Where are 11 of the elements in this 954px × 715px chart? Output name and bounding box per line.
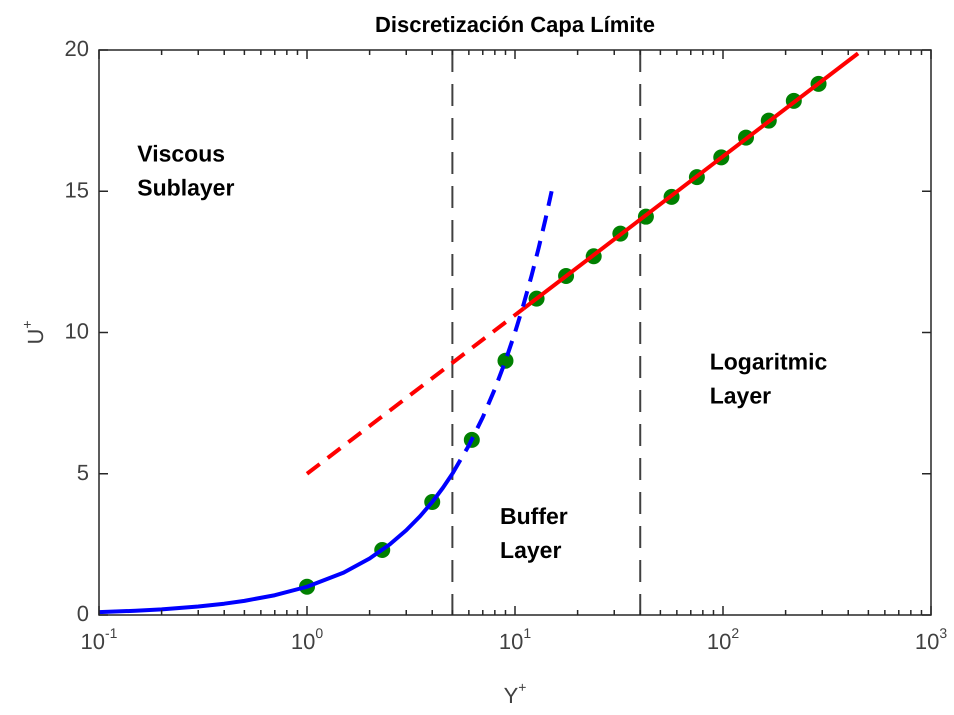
y-tick-label: 5 [76, 460, 90, 485]
annotation: Buffer Layer [500, 503, 568, 564]
y-tick-label: 20 [64, 36, 90, 62]
y-tick-label: 15 [64, 177, 90, 202]
annotation: Viscous Sublayer [137, 140, 234, 200]
annotation: Logaritmic Layer [710, 348, 828, 408]
x-axis-title: Y+ [504, 679, 526, 708]
y-tick-label: 0 [76, 601, 90, 626]
chart-title: Discretización Capa Límite [375, 12, 655, 38]
y-axis-title: U+ [19, 320, 48, 345]
y-tick-label: 10 [64, 318, 90, 344]
